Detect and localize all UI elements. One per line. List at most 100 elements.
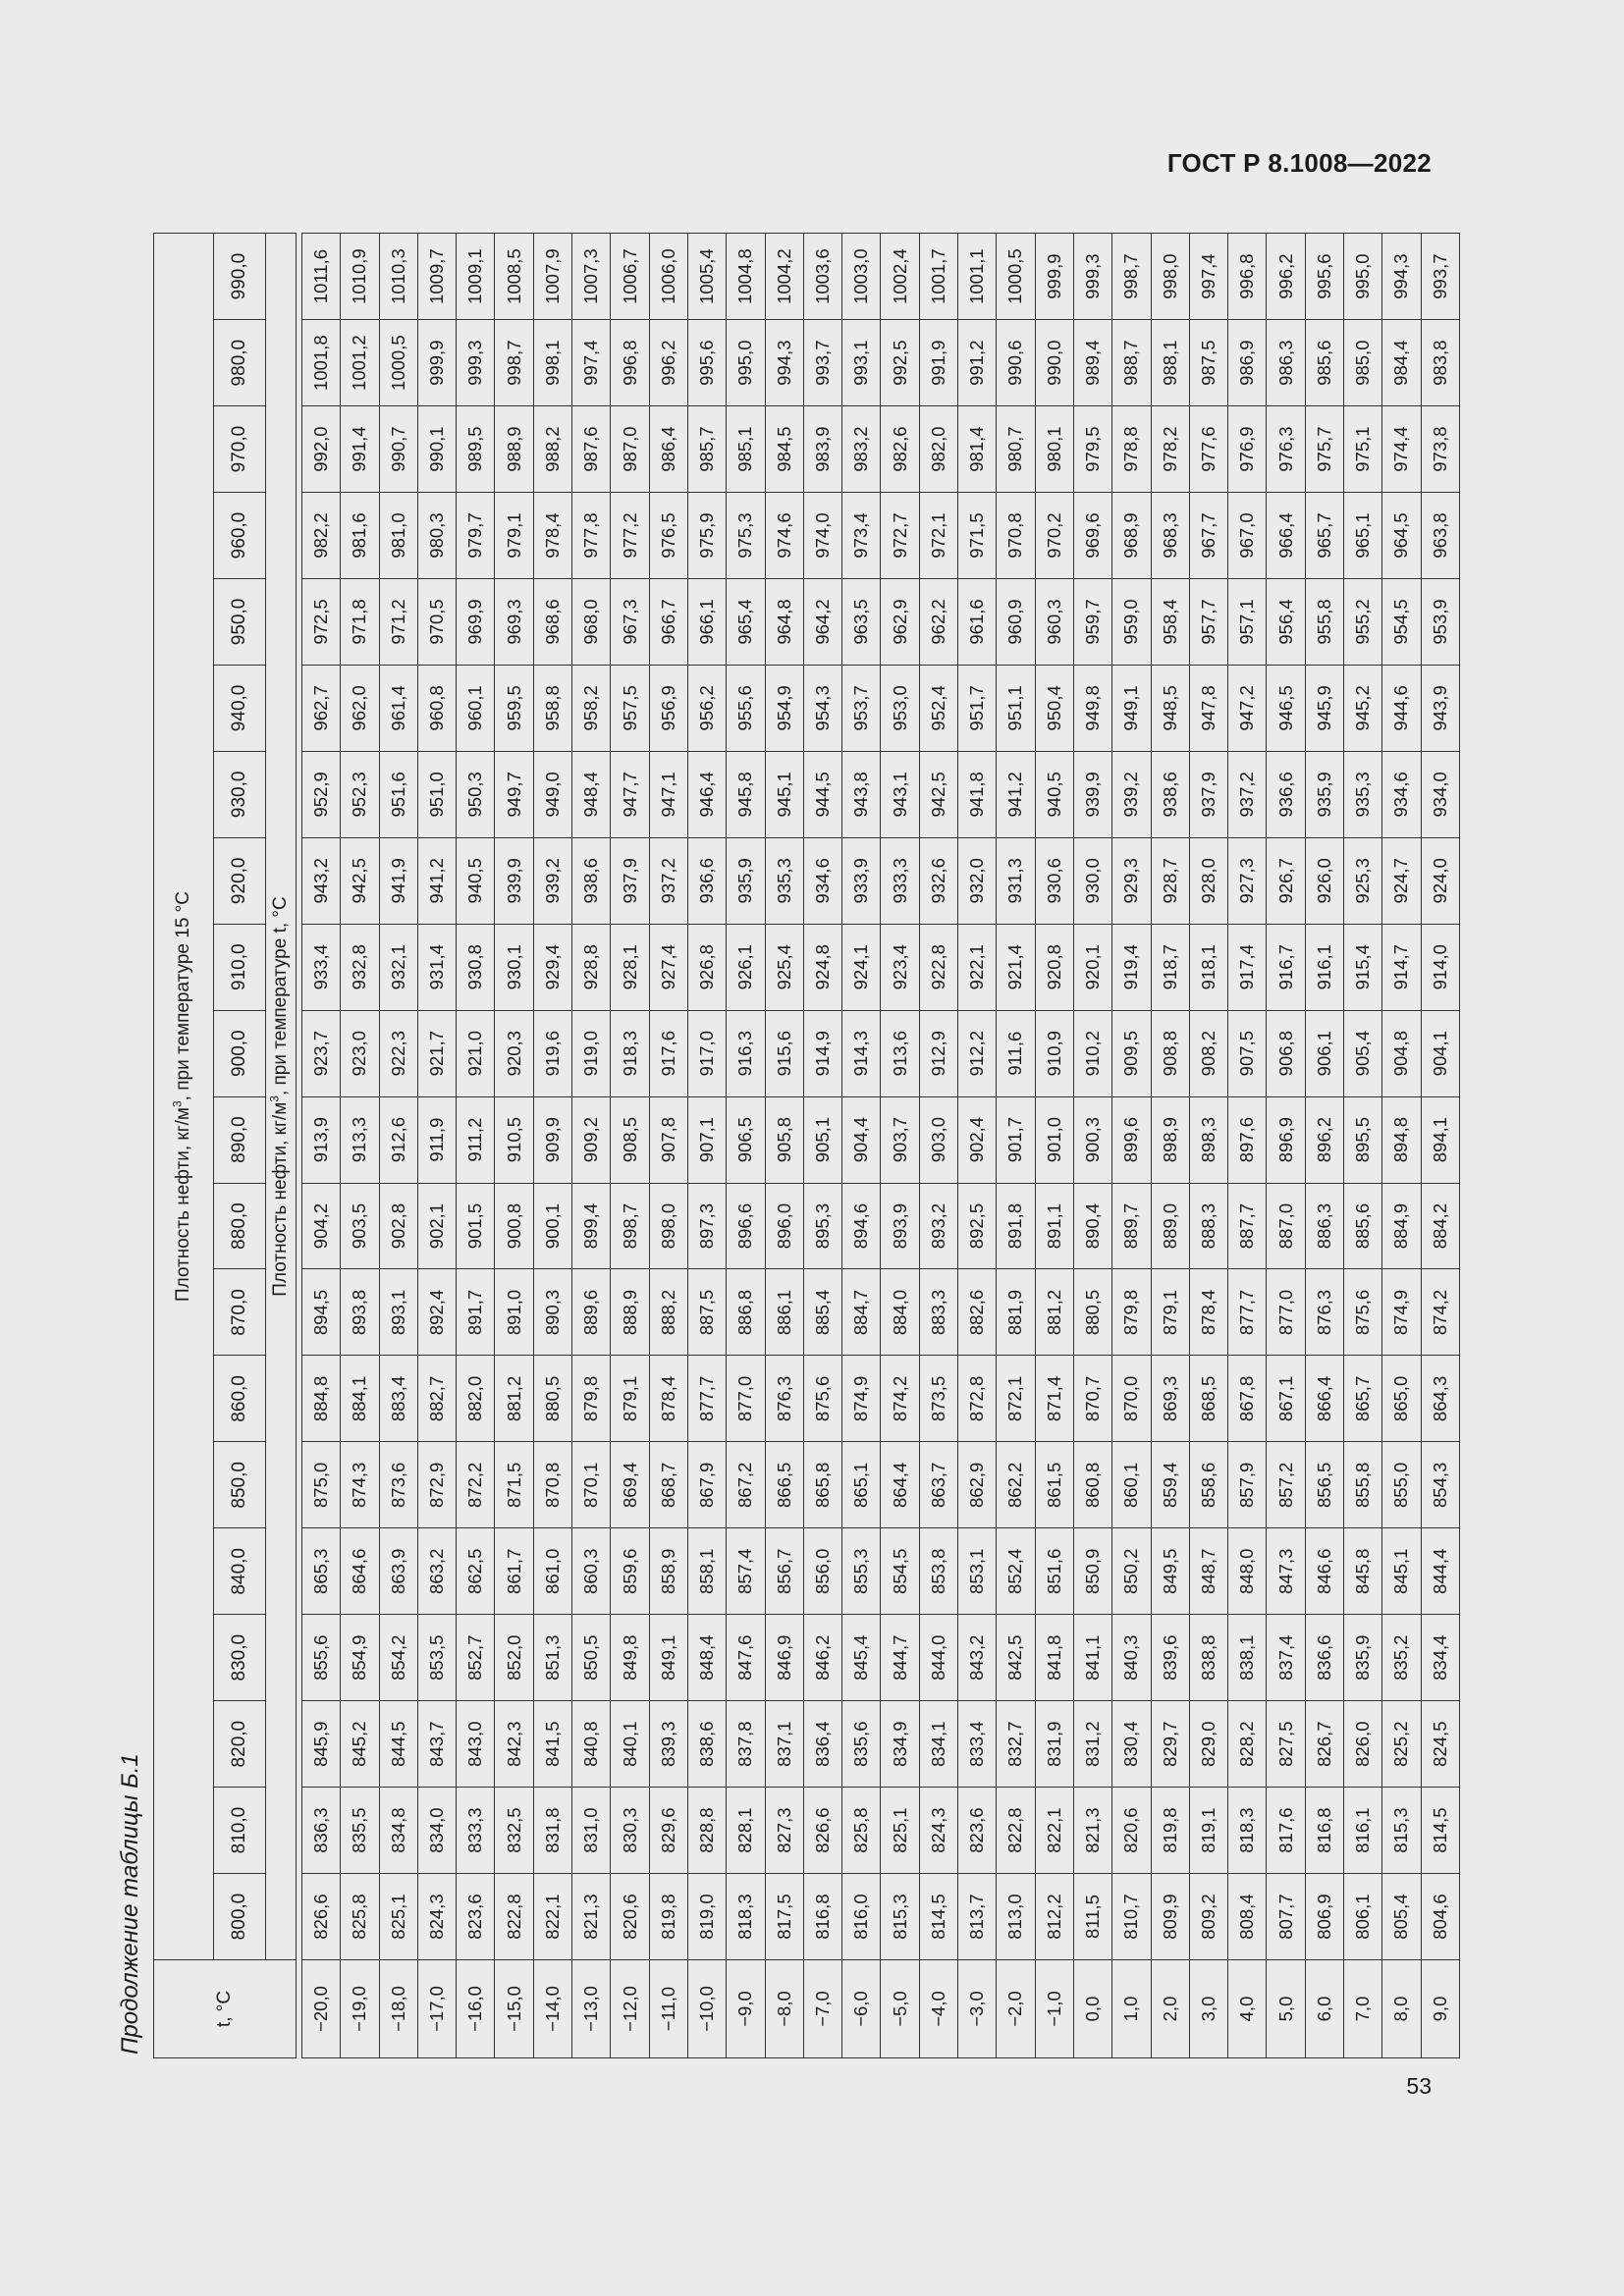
temperature-cell: −4,0 — [919, 1959, 958, 2058]
density-cell: 836,6 — [1305, 1614, 1344, 1701]
density-cell: 886,3 — [1305, 1183, 1344, 1269]
density-cell: 845,1 — [1381, 1527, 1422, 1615]
temperature-cell: −9,0 — [726, 1959, 766, 2058]
density-cell: 950,3 — [456, 751, 495, 838]
density-cell: 1004,2 — [765, 233, 804, 320]
density-cell: 955,6 — [726, 665, 766, 752]
density-cell: 929,3 — [1111, 837, 1152, 925]
density-cell: 899,6 — [1111, 1096, 1152, 1184]
density-cell: 846,9 — [765, 1614, 804, 1701]
density-cell: 987,6 — [571, 405, 611, 493]
density-cell: 955,8 — [1305, 578, 1344, 666]
density-cell: 907,1 — [687, 1096, 727, 1184]
density-cell: 918,3 — [610, 1010, 650, 1097]
density-cell: 917,0 — [687, 1010, 727, 1097]
density-cell: 885,6 — [1343, 1183, 1382, 1269]
density-cell: 918,1 — [1189, 924, 1228, 1011]
density-cell: 920,3 — [494, 1010, 534, 1097]
density-cell: 968,3 — [1151, 492, 1190, 579]
density-cell: 832,5 — [494, 1787, 534, 1874]
table-row: 5,0 807,7 817,6 827,5 837,4 847,3 857,2 867,1 87… — [1266, 233, 1306, 2058]
density-cell: 951,0 — [417, 751, 457, 838]
density-cell: 909,2 — [571, 1096, 611, 1184]
density-cell: 952,3 — [340, 751, 380, 838]
density-cell: 915,4 — [1343, 924, 1382, 1011]
density-cell: 905,4 — [1343, 1010, 1382, 1097]
density-cell: 910,9 — [1035, 1010, 1074, 1097]
density-cell: 888,2 — [649, 1269, 688, 1356]
density-cell: 884,0 — [880, 1269, 920, 1356]
density-cell: 956,9 — [649, 665, 688, 752]
density-cell: 870,8 — [533, 1441, 572, 1528]
density-cell: 1011,6 — [301, 233, 341, 320]
density-cell: 915,6 — [765, 1010, 804, 1097]
density-cell: 813,7 — [957, 1873, 997, 1960]
density-cell: 902,4 — [957, 1096, 997, 1184]
table-row: 7,0 806,1 816,1 826,0 835,9 845,8 855,8 865,7 87… — [1343, 233, 1382, 2058]
density-cell: 927,4 — [649, 924, 688, 1011]
density-cell: 824,3 — [919, 1787, 958, 1874]
density-cell: 996,2 — [649, 319, 688, 406]
density-cell: 894,1 — [1421, 1096, 1460, 1184]
density-cell: 1000,5 — [996, 233, 1036, 320]
density-cell: 966,1 — [687, 578, 727, 666]
density-cell: 877,0 — [1266, 1269, 1306, 1356]
density-cell: 928,0 — [1189, 837, 1228, 925]
density-cell: 889,7 — [1111, 1183, 1152, 1269]
density-cell: 886,8 — [726, 1269, 766, 1356]
density-cell: 815,3 — [880, 1873, 920, 1960]
density-cell: 979,1 — [494, 492, 534, 579]
density-cell: 913,9 — [301, 1096, 341, 1184]
density-cell: 923,0 — [340, 1010, 380, 1097]
density-cell: 995,0 — [1343, 233, 1382, 320]
density-cell: 1001,2 — [340, 319, 380, 406]
density-cell: 870,0 — [1111, 1355, 1152, 1442]
density-cell: 943,8 — [841, 751, 881, 838]
density-cell: 990,6 — [996, 319, 1036, 406]
density-cell: 890,4 — [1073, 1183, 1112, 1269]
density-cell: 818,3 — [1227, 1787, 1267, 1874]
density-cell: 866,5 — [765, 1441, 804, 1528]
density-cell: 922,8 — [919, 924, 958, 1011]
density-cell: 834,9 — [880, 1700, 920, 1788]
density-cell: 896,9 — [1266, 1096, 1306, 1184]
density-cell: 968,9 — [1111, 492, 1152, 579]
table-row: −4,0 814,5 824,3 834,1 844,0 853,8 863,7 873,5 8… — [919, 233, 958, 2058]
density-cell: 854,9 — [340, 1614, 380, 1701]
density-cell: 952,4 — [919, 665, 958, 752]
density-cell: 880,5 — [1073, 1269, 1112, 1356]
density-cell: 900,1 — [533, 1183, 572, 1269]
density-cell: 924,8 — [803, 924, 842, 1011]
temperature-cell: −6,0 — [841, 1959, 881, 2058]
density-cell: 859,6 — [610, 1527, 650, 1615]
density-cell: 937,2 — [1227, 751, 1267, 838]
density-cell: 1005,4 — [687, 233, 727, 320]
density-cell: 948,4 — [571, 751, 611, 838]
density-cell: 837,4 — [1266, 1614, 1306, 1701]
density-cell: 977,8 — [571, 492, 611, 579]
t-column-header: t, °C — [153, 1959, 297, 2058]
density-cell: 1004,8 — [726, 233, 766, 320]
density-cell: 861,5 — [1035, 1441, 1074, 1528]
density-cell: 881,2 — [494, 1355, 534, 1442]
density-cell: 968,6 — [533, 578, 572, 666]
density-column-header: 970,0 — [213, 405, 266, 493]
density-cell: 964,8 — [765, 578, 804, 666]
density-cell: 843,7 — [417, 1700, 457, 1788]
density-cell: 984,5 — [765, 405, 804, 493]
table-row: 2,0 809,9 819,8 829,7 839,6 849,5 859,4 869,3 87… — [1151, 233, 1190, 2058]
density-cell: 953,7 — [841, 665, 881, 752]
density-cell: 876,3 — [1305, 1269, 1344, 1356]
density-cell: 882,0 — [456, 1355, 495, 1442]
density-column-header: 810,0 — [213, 1787, 266, 1874]
density-cell: 860,3 — [571, 1527, 611, 1615]
density-cell: 967,3 — [610, 578, 650, 666]
density-table-container: t, °C Плотность нефти, кг/м3, при темпер… — [153, 233, 1460, 2058]
density-cell: 831,9 — [1035, 1700, 1074, 1788]
density-cell: 834,1 — [919, 1700, 958, 1788]
temperature-cell: −5,0 — [880, 1959, 920, 2058]
density-cell: 967,0 — [1227, 492, 1267, 579]
density-cell: 896,2 — [1305, 1096, 1344, 1184]
density-cell: 812,2 — [1035, 1873, 1074, 1960]
density-cell: 998,7 — [494, 319, 534, 406]
